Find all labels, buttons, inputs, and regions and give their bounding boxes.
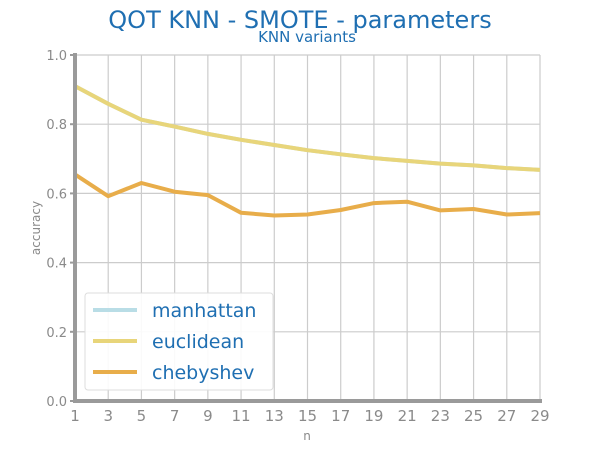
x-tick-label: 21 (398, 407, 417, 425)
y-tick-label: 0.4 (46, 257, 67, 272)
x-tick-label: 19 (364, 407, 383, 425)
x-tick-label: 7 (170, 407, 180, 425)
y-tick-label: 0.8 (46, 118, 67, 133)
x-axis-label: n (303, 429, 311, 443)
x-tick-label: 11 (232, 407, 251, 425)
legend-box (84, 292, 274, 391)
series-line-chebyshev (73, 172, 541, 218)
series-lines (73, 84, 541, 218)
axes (70, 53, 542, 403)
x-tick-label: 17 (331, 407, 350, 425)
x-tick-label: 29 (530, 407, 549, 425)
x-tick-label: 9 (203, 407, 213, 425)
y-tick-label: 0.0 (46, 395, 67, 410)
y-tick-label: 1.0 (46, 49, 67, 64)
x-tick-label: 13 (265, 407, 284, 425)
x-tick-label: 25 (464, 407, 483, 425)
y-tick-label: 0.6 (46, 187, 67, 202)
x-tick-label: 5 (137, 407, 147, 425)
x-tick-label: 27 (497, 407, 516, 425)
legend-label-chebyshev: chebyshev (152, 362, 254, 384)
chart-title: QOT KNN - SMOTE - parameters (108, 6, 491, 34)
series-line-euclidean (74, 84, 541, 172)
x-tick-label: 23 (431, 407, 450, 425)
x-tick-label: 1 (70, 407, 80, 425)
x-tick-label: 15 (298, 407, 317, 425)
legend: manhattan euclidean chebyshev (84, 292, 274, 391)
x-tick-label: 3 (103, 407, 113, 425)
y-tick-label: 0.2 (46, 326, 67, 341)
chart-subtitle: KNN variants (258, 28, 356, 46)
y-axis-label: accuracy (29, 201, 43, 255)
legend-label-manhattan: manhattan (152, 300, 256, 322)
gridlines (75, 54, 541, 401)
legend-label-euclidean: euclidean (152, 331, 244, 353)
tick-labels: 1 3 5 7 9 11 13 15 17 19 21 23 25 27 290.00.20.40.60.8… (46, 49, 549, 425)
